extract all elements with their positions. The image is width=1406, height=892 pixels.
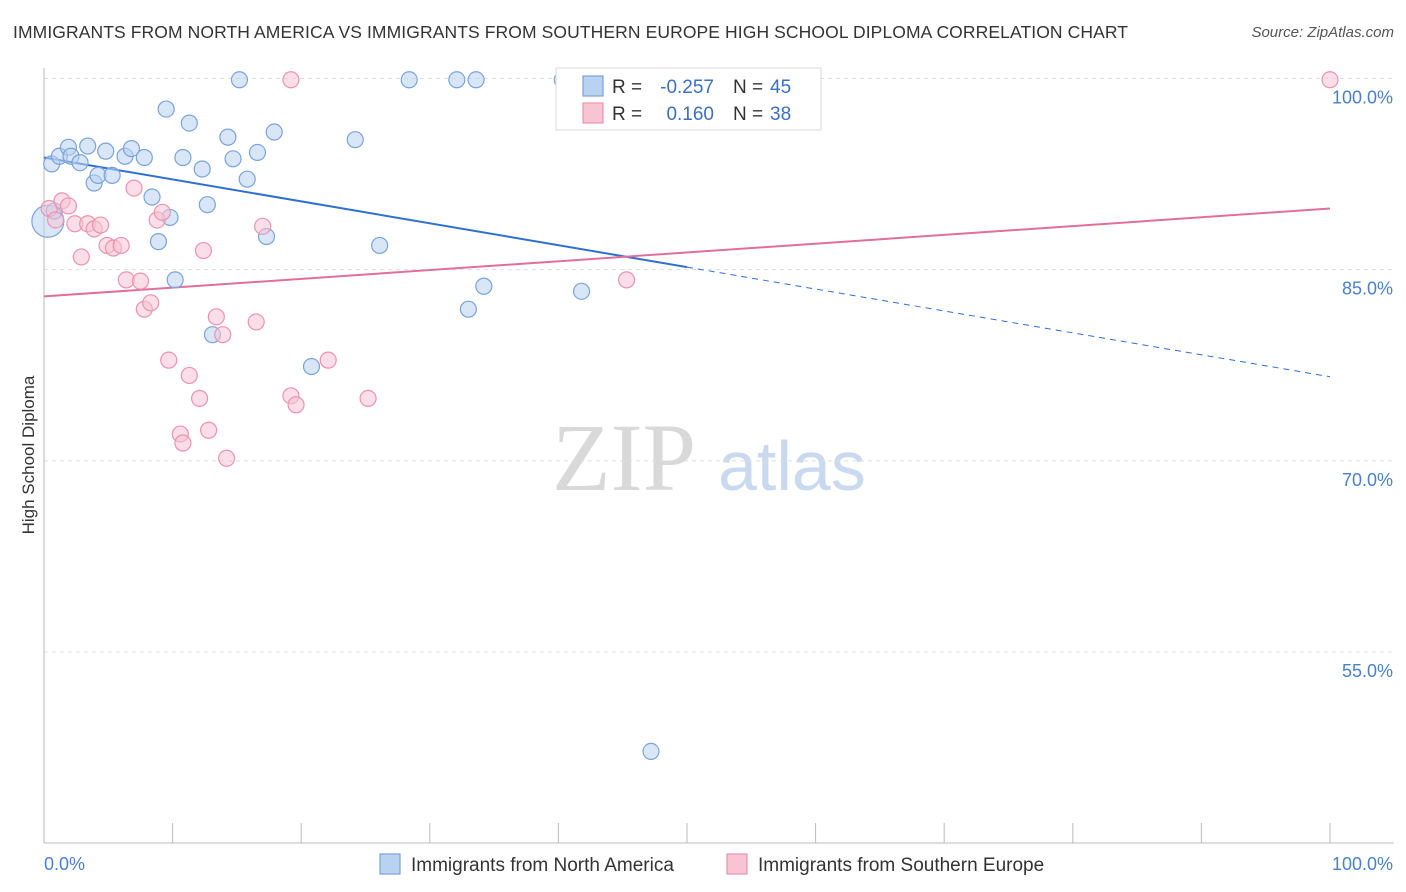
trend-line-north-america [43, 156, 688, 269]
north-america-point-34 [400, 71, 418, 89]
legend-r-value-pink: 0.160 [666, 104, 714, 125]
series-legend-label-blue: Immigrants from North America [411, 855, 674, 876]
southern-europe-point-11 [112, 236, 130, 255]
southern-europe-point-25 [200, 421, 218, 439]
correlation-legend: R = -0.257 N = 45 R = 0.160 N = 38 [555, 67, 822, 131]
north-america-point-33 [371, 236, 389, 255]
north-america-point-22 [198, 196, 216, 214]
north-america-point-14 [143, 188, 161, 206]
north-america-point-5 [71, 154, 89, 172]
southern-europe-point-16 [142, 294, 160, 312]
north-america-point-28 [248, 143, 267, 162]
southern-europe-point-1 [46, 211, 65, 229]
southern-europe-point-28 [218, 449, 236, 467]
legend-r-label-pink: R = [612, 104, 642, 125]
north-america-point-15 [149, 233, 168, 251]
north-america-point-35 [448, 71, 466, 89]
north-america-point-27 [238, 170, 256, 188]
north-america-point-9 [97, 142, 115, 160]
north-america-point-36 [459, 300, 477, 318]
watermark: ZIP atlas [552, 404, 866, 511]
southern-europe-point-5 [72, 248, 90, 266]
north-america-point-38 [475, 277, 493, 295]
source-attribution: Source: ZipAtlas.com [1251, 24, 1394, 41]
southern-europe-point-29 [247, 313, 265, 331]
southern-europe-point-14 [131, 272, 150, 290]
north-america-point-41 [642, 742, 660, 761]
north-america-point-25 [224, 150, 242, 168]
north-america-point-32 [346, 131, 364, 149]
north-america-point-30 [265, 123, 283, 141]
legend-r-value-blue: -0.257 [660, 77, 714, 98]
southern-europe-point-19 [160, 351, 178, 369]
trend-line-southern-europe [43, 207, 1331, 298]
southern-europe-point-21 [174, 434, 192, 452]
north-america-point-12 [122, 139, 141, 158]
north-america-point-20 [180, 114, 198, 132]
legend-r-label-blue: R = [612, 77, 642, 98]
watermark-zip: ZIP [552, 404, 696, 511]
trend-line-north-america-extension [686, 266, 1331, 378]
north-america-point-24 [219, 128, 237, 146]
y-tick-label-0: 100.0% [1332, 88, 1393, 108]
north-america-point-10 [103, 166, 121, 184]
southern-europe-point-34 [319, 351, 337, 369]
southern-europe-point-27 [214, 326, 232, 344]
southern-europe-point-33 [287, 396, 305, 414]
legend-n-label-pink: N = [733, 104, 763, 125]
southern-europe-point-22 [180, 366, 198, 385]
southern-europe-point-3 [59, 197, 78, 215]
north-america-point-31 [302, 357, 321, 376]
series-legend: Immigrants from North America Immigrants… [379, 853, 1044, 876]
legend-swatch-pink [582, 102, 604, 124]
y-axis-label: High School Diploma [19, 375, 38, 534]
north-america-point-19 [174, 148, 192, 167]
north-america-point-21 [193, 160, 211, 178]
southern-europe-point-30 [254, 217, 272, 235]
x-tick-label-0: 0.0% [44, 854, 85, 874]
x-tick-label-1: 100.0% [1332, 854, 1393, 874]
southern-europe-point-13 [125, 179, 143, 197]
north-america-point-18 [166, 271, 184, 289]
north-america-point-37 [467, 71, 485, 89]
north-america-point-16 [157, 100, 175, 118]
legend-swatch-blue [582, 75, 604, 97]
chart-title: IMMIGRANTS FROM NORTH AMERICA VS IMMIGRA… [13, 22, 1129, 42]
y-tick-labels: 100.0% 85.0% 70.0% 55.0% [1332, 88, 1393, 682]
legend-n-value-pink: 38 [770, 104, 791, 125]
gridlines [44, 78, 1394, 653]
southern-europe-point-31 [282, 71, 300, 89]
trend-lines [43, 156, 1331, 378]
north-america-point-26 [230, 71, 249, 89]
watermark-atlas: atlas [718, 427, 866, 505]
y-tick-label-1: 85.0% [1342, 279, 1393, 299]
y-tick-label-2: 70.0% [1342, 470, 1393, 490]
north-america-point-6 [79, 137, 97, 155]
southern-europe-point-24 [194, 241, 213, 260]
southern-europe-point-35 [359, 389, 377, 407]
series-legend-swatch-blue [379, 853, 401, 875]
southern-europe-point-36 [617, 271, 636, 289]
southern-europe-point-37 [1321, 71, 1339, 89]
southern-europe-point-18 [153, 203, 171, 221]
y-tick-label-3: 55.0% [1342, 661, 1393, 681]
series-legend-swatch-pink [726, 853, 748, 875]
southern-europe-point-23 [191, 389, 209, 407]
series-southern-europe [40, 71, 1339, 467]
legend-n-label-blue: N = [733, 77, 763, 98]
southern-europe-point-12 [117, 271, 135, 289]
north-america-point-13 [135, 148, 153, 167]
x-tick-labels: 0.0% 100.0% [44, 854, 1393, 874]
southern-europe-point-26 [207, 308, 225, 326]
legend-n-value-blue: 45 [770, 77, 791, 98]
axes [43, 68, 1394, 844]
series-legend-label-pink: Immigrants from Southern Europe [758, 855, 1044, 876]
southern-europe-point-8 [91, 216, 110, 234]
north-america-point-40 [572, 282, 591, 300]
